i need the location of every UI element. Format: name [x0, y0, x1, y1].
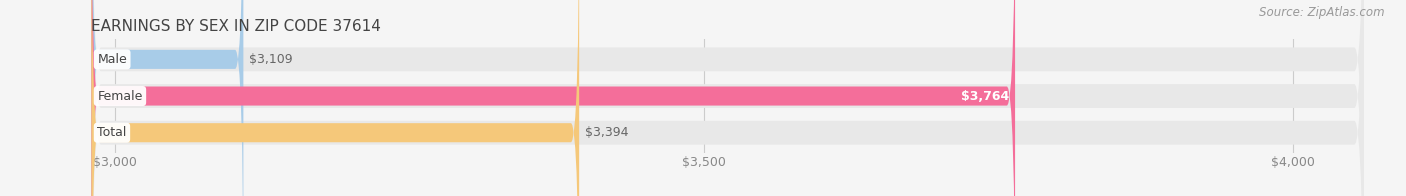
Text: Female: Female — [97, 90, 142, 103]
Text: Male: Male — [97, 53, 127, 66]
Text: $3,764: $3,764 — [960, 90, 1010, 103]
FancyBboxPatch shape — [91, 0, 1364, 196]
Text: Source: ZipAtlas.com: Source: ZipAtlas.com — [1260, 6, 1385, 19]
FancyBboxPatch shape — [91, 0, 1364, 196]
Text: $3,394: $3,394 — [585, 126, 628, 139]
FancyBboxPatch shape — [91, 0, 1364, 196]
Text: Total: Total — [97, 126, 127, 139]
Text: $3,109: $3,109 — [249, 53, 292, 66]
FancyBboxPatch shape — [91, 0, 1015, 196]
FancyBboxPatch shape — [91, 0, 243, 196]
FancyBboxPatch shape — [91, 0, 579, 196]
Text: EARNINGS BY SEX IN ZIP CODE 37614: EARNINGS BY SEX IN ZIP CODE 37614 — [91, 19, 381, 34]
